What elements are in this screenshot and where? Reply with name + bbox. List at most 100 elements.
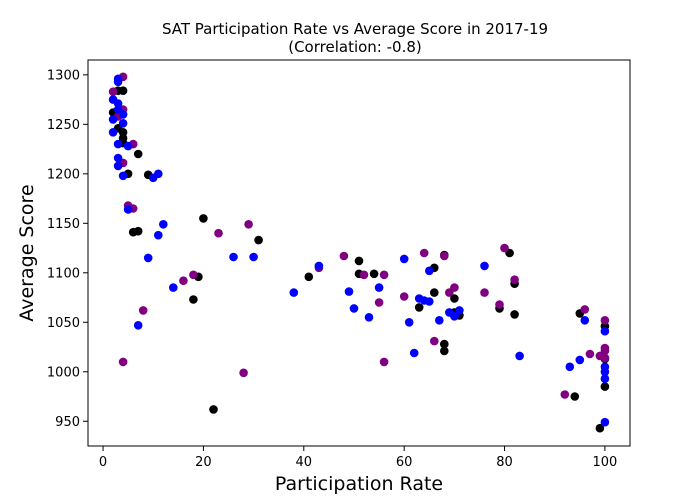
scatter-point (409, 348, 419, 358)
scatter-point (179, 276, 188, 286)
scatter-point (244, 220, 253, 229)
scatter-point (399, 292, 409, 301)
y-tick-label: 950 (55, 415, 80, 430)
x-tick-label: 20 (195, 455, 212, 470)
scatter-point (480, 288, 489, 297)
scatter-point (580, 305, 590, 314)
scatter-point (354, 256, 364, 266)
scatter-point (450, 294, 459, 303)
scatter-point (214, 228, 223, 238)
scatter-point (404, 318, 414, 327)
scatter-point (169, 283, 178, 292)
scatter-point (349, 304, 359, 313)
scatter-point (500, 243, 509, 253)
scatter-point (399, 254, 409, 264)
scatter-point (455, 306, 464, 315)
scatter-point (118, 119, 128, 128)
scatter-point (425, 266, 434, 276)
data-points (108, 72, 610, 433)
scatter-point (189, 270, 198, 280)
y-tick-label: 1050 (47, 316, 80, 331)
scatter-point (108, 128, 118, 137)
scatter-point (419, 248, 429, 258)
scatter-point (199, 214, 208, 223)
scatter-point (314, 261, 324, 271)
scatter-point (379, 357, 389, 367)
scatter-point (113, 161, 123, 171)
scatter-point (249, 252, 258, 262)
scatter-point (430, 336, 439, 346)
scatter-point (154, 230, 163, 240)
scatter-point (133, 321, 143, 330)
scatter-point (595, 423, 605, 433)
scatter-point (560, 390, 570, 399)
scatter-point (254, 235, 263, 245)
scatter-point (118, 357, 128, 367)
scatter-point (480, 261, 489, 271)
scatter-point (510, 310, 519, 319)
scatter-point (133, 149, 143, 159)
scatter-point (113, 139, 123, 149)
scatter-point (138, 306, 148, 315)
scatter-point (159, 220, 168, 229)
scatter-point (123, 141, 133, 151)
scatter-point (118, 110, 128, 119)
scatter-point (435, 316, 444, 325)
scatter-point (450, 312, 459, 321)
scatter-point (143, 253, 153, 263)
scatter-point (600, 353, 610, 363)
scatter-point (209, 405, 218, 414)
scatter-point (374, 283, 384, 292)
scatter-point (600, 367, 610, 377)
axis-ticks: 0 20 40 60 80 100 950 1000 1050 1100 1150 1200 1250 1… (47, 68, 617, 470)
scatter-point (133, 226, 143, 236)
y-tick-label: 1000 (47, 365, 80, 380)
scatter-point (600, 316, 610, 325)
x-tick-label: 40 (296, 455, 313, 470)
scatter-point (450, 283, 459, 292)
scatter-point (364, 313, 374, 322)
scatter-point (118, 171, 128, 181)
scatter-point (304, 272, 314, 282)
scatter-point (344, 287, 354, 296)
y-tick-label: 1250 (47, 118, 80, 133)
y-tick-label: 1300 (47, 68, 80, 83)
scatter-point (123, 205, 133, 214)
x-tick-label: 0 (99, 455, 107, 470)
y-tick-label: 1150 (47, 217, 80, 232)
scatter-point (239, 368, 248, 378)
scatter-point (118, 86, 128, 95)
scatter-point (440, 346, 449, 356)
scatter-point (570, 392, 580, 401)
scatter-point (108, 87, 118, 96)
scatter-point (565, 362, 575, 372)
scatter-point (440, 251, 449, 261)
scatter-point (600, 382, 610, 391)
plot-area-frame (87, 59, 631, 447)
scatter-point (600, 346, 610, 356)
x-tick-label: 100 (592, 455, 617, 470)
scatter-point (430, 288, 439, 297)
scatter-point (510, 275, 519, 285)
scatter-point (600, 326, 610, 336)
scatter-point (515, 351, 524, 361)
scatter-point (359, 270, 369, 280)
scatter-point (575, 355, 585, 365)
y-tick-label: 1200 (47, 167, 80, 182)
scatter-point (600, 374, 610, 384)
scatter-point (154, 169, 163, 179)
scatter-point (113, 153, 123, 163)
scatter-point (189, 295, 198, 304)
scatter-point (289, 288, 299, 297)
scatter-point (113, 77, 123, 87)
scatter-point (229, 252, 238, 262)
scatter-point (414, 303, 424, 312)
scatter-point (425, 297, 434, 306)
scatter-point (600, 417, 610, 427)
chart-title: SAT Participation Rate vs Average Score … (162, 20, 548, 38)
scatter-point (379, 270, 389, 280)
scatter-point (495, 300, 504, 309)
scatter-point (585, 349, 595, 359)
scatter-point (580, 316, 590, 325)
